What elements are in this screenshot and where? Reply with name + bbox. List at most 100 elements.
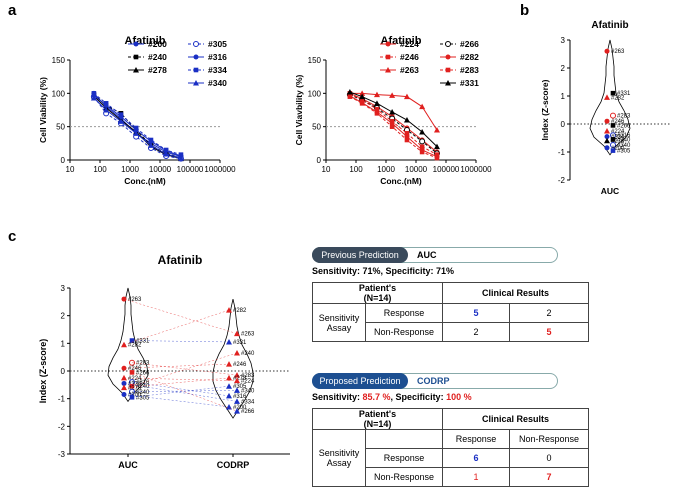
data-point	[103, 101, 109, 106]
data-point	[389, 92, 396, 98]
data-point	[610, 137, 616, 142]
data-point	[389, 119, 395, 124]
data-point	[433, 127, 440, 133]
connector-line	[131, 385, 230, 398]
data-point	[359, 97, 365, 103]
y-tick-label: -1	[558, 148, 566, 157]
point-label: #340	[136, 390, 150, 396]
y-tick-label: 0	[561, 120, 566, 129]
point-label: #282	[233, 308, 247, 314]
legend-marker	[193, 67, 199, 73]
data-point	[389, 109, 396, 115]
data-point	[610, 148, 616, 153]
x-tick-label: 1000000	[460, 165, 492, 174]
y-tick-label: 100	[52, 89, 66, 98]
legend-marker	[445, 41, 451, 47]
y-tick-label: -1	[58, 395, 66, 404]
previous-method-label: AUC	[417, 250, 437, 260]
clinical-header: Clinical Results	[442, 282, 589, 304]
legend-marker	[133, 67, 139, 73]
row-label: Non-Response	[365, 322, 443, 342]
y-tick-label: 0	[61, 156, 66, 165]
previous-prediction-pill: Previous Prediction AUC	[312, 247, 558, 263]
legend-marker	[193, 41, 199, 47]
previous-sensitivity-text: Sensitivity: 71%, Specificity: 71%	[312, 266, 455, 276]
data-point	[359, 93, 366, 100]
data-point	[404, 137, 410, 143]
point-label: #305	[233, 384, 247, 390]
data-point	[163, 151, 170, 157]
row-label: Response	[365, 303, 443, 323]
point-label: #283	[136, 361, 150, 367]
point-label: #283	[241, 373, 255, 379]
y-tick-label: -3	[58, 450, 66, 459]
data-point	[610, 142, 616, 148]
legend-marker	[193, 80, 199, 86]
point-label: #278	[611, 139, 625, 145]
violin-shape	[589, 39, 631, 156]
data-point	[226, 361, 232, 367]
data-point	[226, 374, 232, 381]
data-point	[234, 398, 240, 404]
point-label: #316	[233, 394, 247, 400]
point-label: #334	[611, 135, 625, 141]
cell-value: 2	[442, 322, 510, 342]
x-tick-label: 1000000	[204, 165, 236, 174]
cell-value: 1	[442, 467, 510, 487]
x-tick-label: 1000	[377, 165, 395, 174]
data-point	[604, 145, 610, 151]
data-point	[389, 124, 395, 129]
data-point	[163, 147, 169, 153]
data-point	[434, 152, 440, 157]
point-label: #224	[611, 129, 625, 135]
data-point	[133, 125, 139, 131]
data-point	[403, 117, 410, 123]
legend-label: #246	[400, 52, 419, 62]
legend-label: #331	[460, 78, 479, 88]
patients-header: Patient's (N=14)	[312, 282, 443, 304]
point-label: #331	[617, 91, 631, 97]
data-point	[234, 330, 240, 337]
legend-marker	[385, 54, 391, 60]
data-point	[359, 90, 366, 96]
point-label: #240	[241, 351, 255, 357]
row-label: Response	[365, 448, 443, 468]
data-point	[610, 90, 616, 96]
point-label: #246	[128, 366, 142, 372]
data-point	[178, 152, 184, 157]
point-label: #266	[136, 370, 150, 376]
x-tick-label: 100	[93, 165, 107, 174]
cell-value: 5	[509, 322, 589, 342]
data-point	[419, 103, 426, 110]
y-tick-label: -2	[58, 422, 66, 431]
connector-line	[131, 372, 238, 412]
x-tick-label: 100000	[433, 165, 460, 174]
x-tick-label: 10000	[149, 165, 172, 174]
point-label: #278	[233, 376, 247, 382]
row-label: Non-Response	[365, 467, 443, 487]
previous-prediction-tag: Previous Prediction	[312, 247, 408, 263]
data-point	[129, 370, 135, 375]
proposed-prediction-tag: Proposed Prediction	[312, 373, 408, 389]
legend-label: #224	[400, 39, 419, 49]
x-tick-label: 10000	[405, 165, 428, 174]
data-point	[373, 91, 380, 98]
violin-shape	[107, 287, 149, 403]
data-point	[90, 95, 97, 101]
data-point	[419, 129, 426, 135]
data-point	[433, 143, 440, 150]
data-point	[604, 128, 610, 134]
y-axis-label: Index (Z-score)	[38, 339, 48, 404]
data-point	[604, 48, 610, 54]
legend-label: #316	[208, 52, 227, 62]
data-point	[118, 112, 124, 117]
data-point	[419, 144, 425, 149]
assay-cell: Sensitivity Assay	[312, 303, 366, 342]
point-label: #224	[241, 379, 255, 385]
connector-line	[123, 377, 238, 381]
data-point	[404, 131, 410, 136]
y-tick-label: 150	[52, 56, 66, 65]
point-label: #240	[136, 384, 150, 390]
y-tick-label: -2	[558, 176, 566, 185]
legend-marker	[385, 41, 391, 47]
